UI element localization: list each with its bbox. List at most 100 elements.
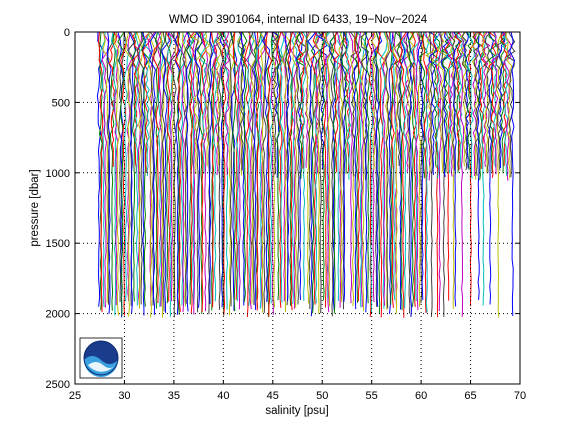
profile-line xyxy=(106,31,112,314)
profile-line xyxy=(430,31,441,168)
profile-line xyxy=(219,31,227,308)
profile-line xyxy=(392,31,402,314)
profile-line xyxy=(372,31,380,307)
profile-line xyxy=(405,31,412,314)
profile-line xyxy=(261,31,271,303)
profile-line xyxy=(388,31,395,314)
profile-line xyxy=(396,31,403,311)
profile-line xyxy=(232,31,239,300)
profile-line xyxy=(215,31,224,310)
profile-line xyxy=(165,31,172,302)
x-axis-label: salinity [psu] xyxy=(265,405,328,417)
profile-line xyxy=(235,31,243,302)
profile-line xyxy=(492,31,500,168)
profile-line xyxy=(350,31,359,177)
profile-line xyxy=(296,31,307,179)
x-tick-label: 25 xyxy=(69,390,81,402)
profile-line xyxy=(295,31,303,301)
profile-line xyxy=(113,31,120,316)
profile-line xyxy=(237,31,244,310)
profile-line xyxy=(425,31,435,173)
profile-line xyxy=(401,31,410,309)
profile-line xyxy=(307,31,317,317)
profile-line xyxy=(502,31,513,181)
profile-line xyxy=(336,31,343,308)
profile-line xyxy=(452,31,460,307)
profile-line xyxy=(185,31,192,312)
profile-line xyxy=(422,31,431,313)
profile-line xyxy=(134,31,141,306)
profile-line xyxy=(192,31,197,315)
profile-line xyxy=(385,31,391,309)
profile-line xyxy=(476,31,482,300)
y-tick-label: 0 xyxy=(64,27,70,39)
noaa-logo xyxy=(79,337,123,379)
profile-line xyxy=(154,31,162,309)
y-axis-ticks: 0 500 1000 1500 2000 2500 xyxy=(46,27,520,391)
profile-line xyxy=(472,31,481,176)
profile-line xyxy=(310,31,320,305)
profile-line xyxy=(204,31,212,167)
profile-line xyxy=(313,31,322,174)
profile-line xyxy=(280,31,287,302)
profile-line xyxy=(314,31,321,304)
profile-line xyxy=(140,31,151,307)
profile-line xyxy=(487,31,495,305)
profile-line xyxy=(265,31,273,317)
profile-line xyxy=(314,31,323,314)
x-tick-label: 50 xyxy=(316,390,328,402)
profile-line xyxy=(246,31,253,310)
profile-line xyxy=(201,31,209,312)
x-tick-label: 60 xyxy=(415,390,427,402)
profile-line xyxy=(356,31,366,308)
profile-line xyxy=(247,31,255,306)
profile-line xyxy=(248,31,257,306)
profile-line xyxy=(360,31,369,312)
x-tick-label: 45 xyxy=(267,390,279,402)
profile-line xyxy=(506,31,516,178)
profile-line xyxy=(175,31,182,312)
profile-line xyxy=(255,31,260,311)
profile-line xyxy=(272,31,282,178)
profile-line xyxy=(447,31,457,177)
profile-line xyxy=(272,31,278,308)
profile-line xyxy=(96,31,104,307)
y-tick-label: 2500 xyxy=(46,379,70,391)
profile-line xyxy=(236,31,247,176)
profile-line xyxy=(479,31,487,306)
profile-line xyxy=(227,31,235,316)
profile-line xyxy=(310,31,318,314)
profile-line xyxy=(328,31,336,317)
profile-line xyxy=(270,31,278,315)
profile-line xyxy=(303,31,310,168)
profile-line xyxy=(304,31,312,304)
profile-line xyxy=(170,31,180,318)
profile-line xyxy=(332,31,342,173)
profile-line xyxy=(106,31,114,305)
profile-line xyxy=(237,31,247,171)
profile-line xyxy=(317,31,325,314)
profile-line xyxy=(440,31,450,178)
profile-line xyxy=(144,31,152,176)
profile-line xyxy=(501,31,510,176)
profile-line xyxy=(241,31,248,303)
profile-line xyxy=(247,31,257,304)
y-tick-label: 1500 xyxy=(46,238,70,250)
profile-line xyxy=(432,31,440,318)
profile-line xyxy=(406,31,414,167)
profile-line xyxy=(197,31,206,314)
profile-line xyxy=(419,31,428,179)
profile-line xyxy=(364,31,369,313)
profile-line xyxy=(136,31,145,305)
x-tick-label: 70 xyxy=(514,390,526,402)
y-axis-label: pressure [dbar] xyxy=(29,169,41,246)
x-tick-label: 35 xyxy=(168,390,180,402)
profile-line xyxy=(295,31,302,305)
profile-line xyxy=(483,31,492,173)
plot-area: 25 30 35 40 45 50 55 60 65 70 0 500 1000 1500 2000 250… xyxy=(46,27,527,402)
profile-line xyxy=(428,31,438,175)
profile-line xyxy=(199,31,209,174)
profile-line xyxy=(406,31,416,318)
profile-line xyxy=(157,31,163,307)
axes-box xyxy=(74,31,521,385)
